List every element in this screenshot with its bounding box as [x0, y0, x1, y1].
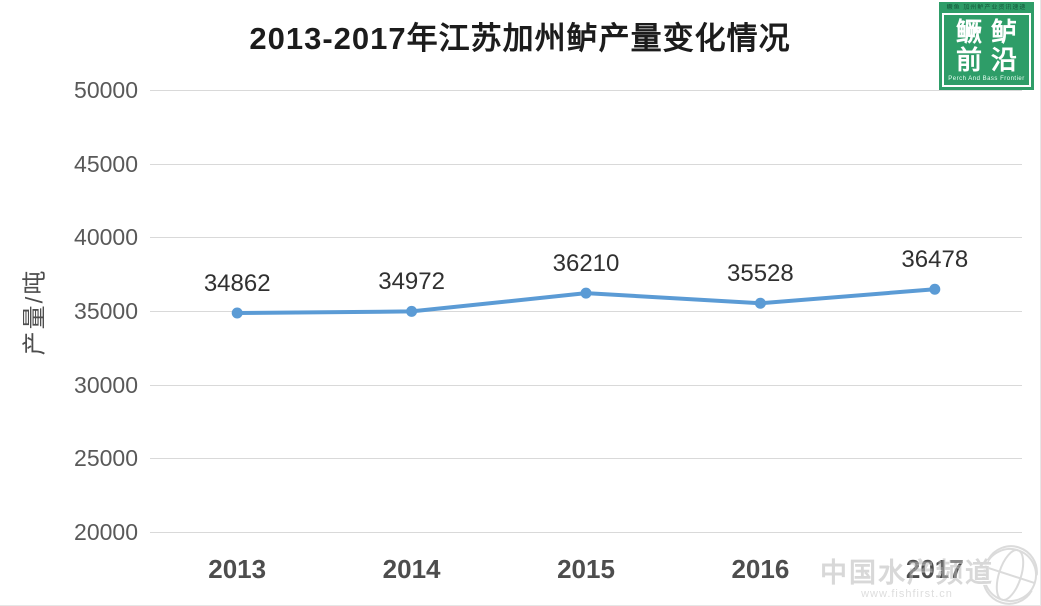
logo-tagline: 鳜鱼 加州鲈产业资讯速递: [946, 5, 1027, 11]
gridline: [150, 311, 1022, 312]
data-point: [231, 307, 243, 319]
logo-text-line1: 鳜鲈: [955, 16, 1026, 47]
x-tick-label: 2017: [905, 554, 964, 584]
data-label: 34862: [203, 270, 271, 298]
data-point: [754, 297, 766, 309]
x-tick-label: 2013: [208, 554, 267, 584]
logo-text-line2: 前沿: [955, 44, 1026, 75]
data-point: [580, 287, 592, 299]
data-label: 34972: [378, 268, 445, 296]
logo-subtitle-en: Perch And Bass Frontier: [948, 75, 1025, 82]
brand-logo: 鳜鱼 加州鲈产业资讯速递 鳜鲈 前沿 Perch And Bass Fronti…: [939, 2, 1034, 90]
data-label: 35528: [727, 260, 794, 288]
gridline: [150, 90, 1022, 91]
gridline: [150, 532, 1022, 533]
y-tick-label: 40000: [74, 224, 138, 251]
chart-title: 2013-2017年江苏加州鲈产量变化情况: [249, 21, 791, 56]
gridline: [150, 384, 1022, 386]
y-tick-label: 30000: [74, 371, 138, 398]
gridline: [150, 163, 1022, 165]
y-tick-label: 45000: [74, 150, 138, 177]
x-tick-label: 2016: [731, 554, 790, 584]
data-label: 36478: [901, 246, 969, 274]
logo-frame: 鳜鲈 前沿 Perch And Bass Frontier: [942, 13, 1031, 87]
y-tick-label: 20000: [74, 519, 138, 545]
gridline: [150, 458, 1022, 460]
gridline: [150, 237, 1022, 239]
data-point: [929, 283, 941, 295]
data-label: 36210: [552, 250, 620, 278]
y-tick-label: 25000: [74, 445, 138, 472]
y-tick-label: 35000: [74, 298, 138, 324]
data-point: [406, 305, 418, 317]
x-tick-label: 2015: [557, 554, 615, 584]
x-tick-label: 2014: [382, 554, 441, 584]
y-tick-label: 50000: [74, 77, 138, 103]
